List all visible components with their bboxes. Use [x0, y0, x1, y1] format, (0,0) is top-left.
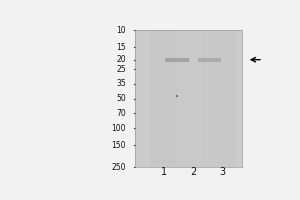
Text: 70: 70 — [116, 109, 126, 118]
Text: 100: 100 — [111, 124, 126, 133]
Text: 150: 150 — [111, 141, 126, 150]
Text: 1: 1 — [161, 167, 167, 177]
Text: 20: 20 — [116, 55, 126, 64]
Bar — [165, 58, 189, 62]
Text: 2: 2 — [190, 167, 196, 177]
Bar — [38, 24, 135, 178]
Text: 50: 50 — [116, 94, 126, 103]
Text: 250: 250 — [111, 163, 126, 172]
Text: 3: 3 — [219, 167, 225, 177]
Text: 35: 35 — [116, 79, 126, 88]
Bar — [198, 58, 221, 62]
Bar — [179, 30, 207, 167]
Ellipse shape — [176, 95, 178, 97]
Bar — [208, 30, 236, 167]
Text: 10: 10 — [116, 26, 126, 35]
Bar — [150, 30, 178, 167]
Text: 15: 15 — [116, 43, 126, 52]
Bar — [135, 30, 242, 167]
Text: 25: 25 — [116, 65, 126, 74]
